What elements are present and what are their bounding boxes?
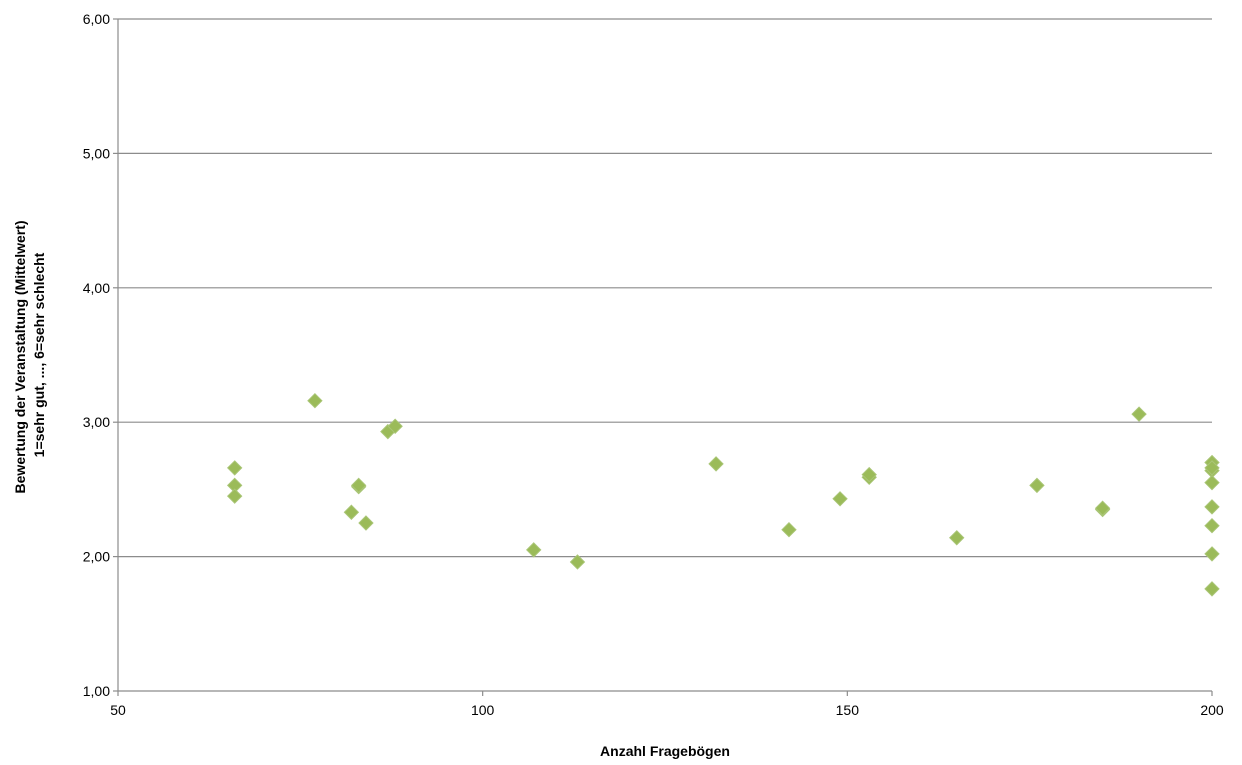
- x-tick-label: 100: [471, 702, 495, 718]
- data-point: [226, 488, 243, 504]
- y-axis-title-line-2: 1=sehr gut, ..., 6=sehr schlecht: [31, 252, 47, 457]
- data-point: [343, 504, 360, 520]
- data-point: [1204, 499, 1220, 515]
- y-tick-label: 1,00: [83, 683, 110, 699]
- data-point: [1204, 474, 1220, 491]
- data-point: [1204, 460, 1220, 476]
- data-point: [1131, 406, 1147, 422]
- data-point: [226, 460, 243, 476]
- x-tick-label: 150: [836, 702, 860, 718]
- x-tick-label: 50: [110, 702, 126, 718]
- y-tick-labels: 1,00 2,00 3,00 4,00 5,00 6,00: [83, 11, 110, 699]
- x-tick-label: 200: [1200, 702, 1224, 718]
- y-tick-label: 2,00: [83, 549, 110, 565]
- y-axis-title-line-1: Bewertung der Veranstaltung (Mittelwert): [12, 220, 28, 493]
- data-point: [350, 477, 367, 494]
- data-point: [832, 491, 848, 507]
- data-point: [1204, 581, 1220, 597]
- data-point: [1029, 477, 1045, 494]
- y-tick-label: 6,00: [83, 11, 110, 27]
- y-tick-label: 5,00: [83, 145, 110, 161]
- data-point: [1204, 517, 1220, 534]
- data-point: [526, 542, 542, 558]
- y-tick-label: 3,00: [83, 414, 110, 430]
- data-point: [358, 515, 374, 531]
- x-tick-labels: 50 100 150 200: [110, 702, 1224, 718]
- data-points: [226, 392, 1220, 597]
- data-point: [387, 418, 403, 434]
- data-point: [861, 466, 877, 483]
- axes: [113, 18, 1213, 696]
- data-point: [569, 554, 586, 570]
- data-point: [307, 392, 323, 409]
- data-point: [781, 522, 797, 538]
- data-point: [1204, 546, 1220, 562]
- data-point: [949, 530, 965, 546]
- data-point: [708, 456, 724, 472]
- data-point: [1094, 500, 1111, 516]
- y-tick-label: 4,00: [83, 280, 110, 296]
- y-axis-title: Bewertung der Veranstaltung (Mittelwert)…: [12, 217, 47, 494]
- x-axis-title: Anzahl Fragebögen: [600, 743, 730, 759]
- grid-lines: [118, 18, 1212, 558]
